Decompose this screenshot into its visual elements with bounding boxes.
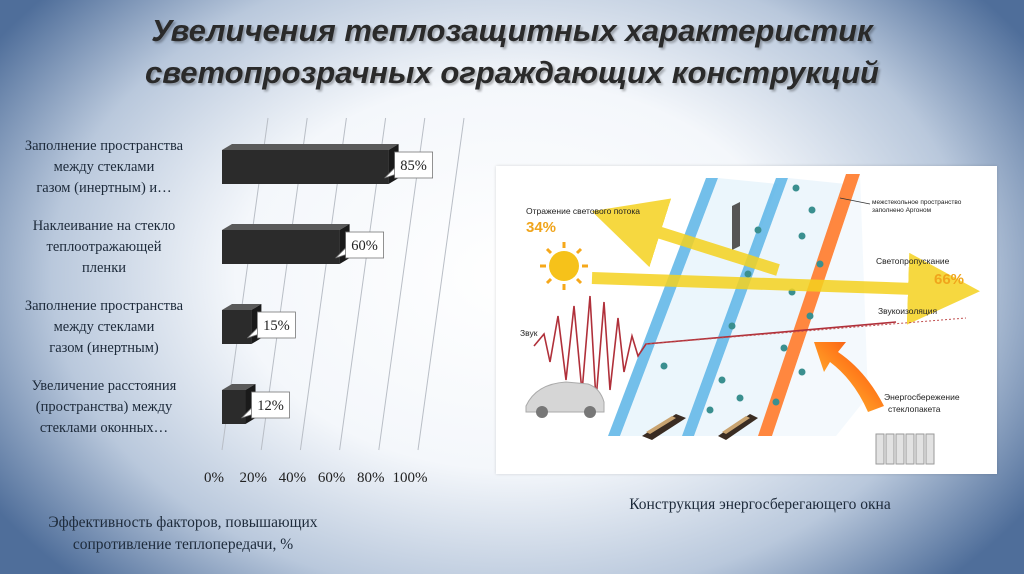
chart-caption: Эффективность факторов, повышающих сопро…	[8, 512, 358, 556]
glass-pane-middle	[682, 178, 788, 436]
label-energy-line-2: стеклопакета	[888, 404, 941, 414]
category-label: Наклеивание на стекло	[33, 218, 176, 234]
category-label: между стеклами	[54, 319, 155, 335]
title-line-1: Увеличения теплозащитных характеристик	[151, 13, 873, 48]
category-label: Заполнение пространства	[25, 138, 184, 154]
label-soundproof: Звукоизоляция	[878, 306, 938, 316]
x-tick-label: 100%	[393, 470, 428, 486]
window-diagram-illustration: Отражение светового потока 34% межстекол…	[520, 174, 980, 465]
slide-title: Увеличения теплозащитных характеристик с…	[0, 10, 1024, 94]
label-gap-line-2: заполнено Аргоном	[872, 207, 932, 214]
window-diagram: Отражение светового потока 34% межстекол…	[496, 166, 997, 474]
glass-pane-coated	[758, 174, 860, 436]
sun-icon	[540, 242, 588, 290]
label-reflection: Отражение светового потока	[526, 206, 640, 216]
bar-chart: 0% 20% 40% 60% 80% 100% 85% Заполнение простран…	[25, 117, 465, 486]
label-gap-line-1: межстекольное пространство	[872, 199, 962, 206]
category-label: (пространства) между	[36, 399, 173, 415]
category-label: теплоотражающей	[47, 239, 162, 255]
gridline	[417, 117, 465, 451]
x-tick-label: 40%	[279, 470, 307, 486]
data-label-box	[251, 391, 290, 419]
car-icon	[525, 381, 605, 418]
bar	[222, 230, 340, 264]
title-line-2: светопрозрачных ограждающих конструкций	[145, 55, 879, 90]
bar-top-face	[222, 304, 262, 310]
category-label: стеклами оконных…	[40, 420, 168, 436]
label-sound: Звук	[520, 328, 538, 338]
label-energy-line-1: Энергосбережение	[884, 392, 960, 402]
category-label: между стеклами	[54, 159, 155, 175]
chart-caption-line-2: сопротивление теплопередачи, %	[72, 536, 294, 553]
x-tick-label: 20%	[239, 470, 267, 486]
value-reflection: 34%	[526, 219, 556, 236]
x-tick-label: 0%	[204, 470, 224, 486]
value-transmission: 66%	[934, 271, 964, 288]
category-label: Увеличение расстояния	[32, 378, 177, 394]
data-label-box	[256, 311, 296, 339]
label-transmission: Светопропускание	[876, 256, 950, 266]
diagram-caption: Конструкция энергосберегающего окна	[629, 496, 891, 513]
bar	[222, 310, 252, 344]
transmission-arrow	[591, 252, 980, 325]
data-label-box	[345, 231, 385, 259]
chart-caption-line-1: Эффективность факторов, повышающих	[48, 514, 318, 531]
bar	[222, 390, 246, 424]
data-label: 60%	[351, 238, 378, 254]
data-label-box	[394, 151, 434, 179]
heat-arrow	[814, 342, 884, 412]
category-label: газом (инертным)	[49, 340, 159, 356]
bar-top-face	[222, 384, 256, 390]
radiator-icon	[875, 433, 935, 465]
bar	[222, 150, 389, 184]
data-label: 85%	[400, 158, 427, 174]
reflection-arrow	[591, 198, 780, 276]
category-label: Заполнение пространства	[25, 298, 184, 314]
bar-top-face	[222, 224, 350, 230]
category-label: газом (инертным) и…	[36, 180, 171, 196]
x-tick-label: 60%	[318, 470, 346, 486]
spacer-frame	[642, 414, 686, 440]
category-label: пленки	[82, 260, 126, 276]
bar-top-face	[222, 144, 399, 150]
data-label: 12%	[257, 398, 284, 414]
x-tick-label: 80%	[357, 470, 385, 486]
data-label: 15%	[263, 318, 290, 334]
